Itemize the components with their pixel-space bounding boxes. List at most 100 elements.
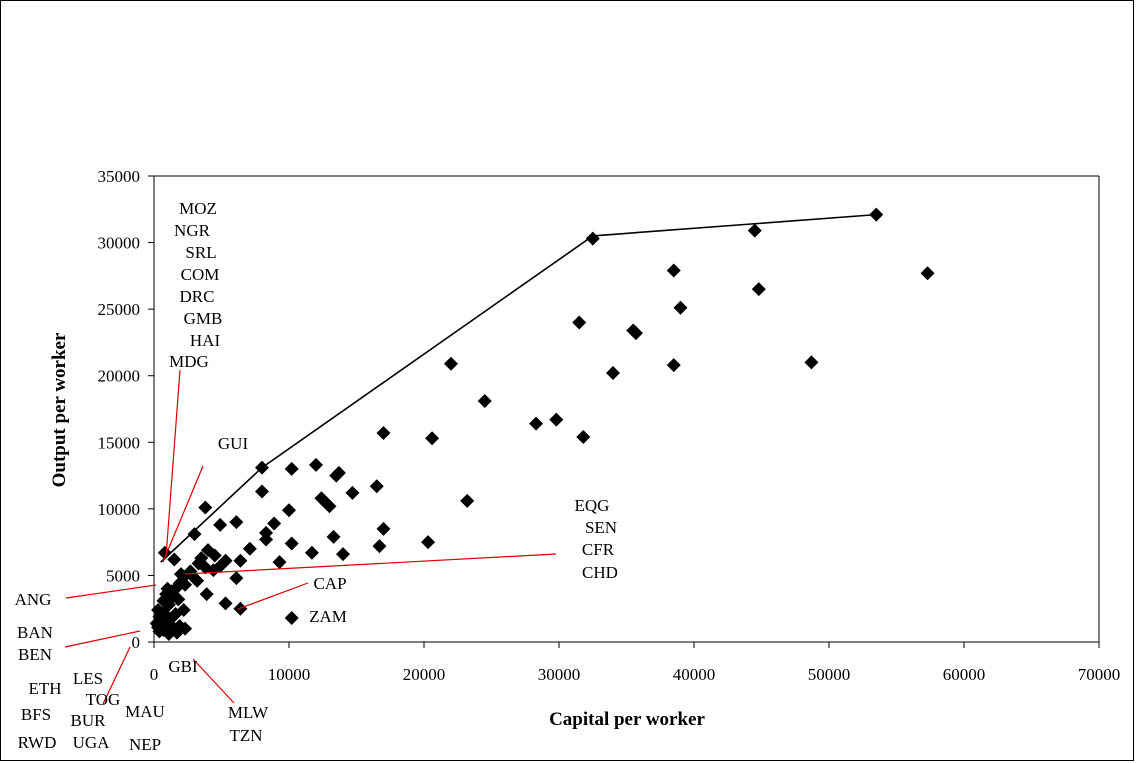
x-axis-title: Capital per worker — [549, 709, 705, 730]
country-label: MOZ — [179, 199, 217, 218]
data-point — [549, 412, 564, 427]
x-tick-label: 30000 — [538, 665, 581, 684]
data-point — [322, 499, 337, 514]
country-label: CFR — [582, 540, 615, 559]
data-point — [199, 587, 214, 602]
data-point — [673, 300, 688, 315]
data-point — [329, 468, 344, 483]
data-point — [529, 416, 544, 431]
country-label: DRC — [180, 287, 215, 306]
x-tick-label: 50000 — [808, 665, 851, 684]
data-point — [425, 431, 440, 446]
data-point — [460, 493, 475, 508]
data-point — [259, 532, 274, 547]
data-point — [376, 425, 391, 440]
data-point — [920, 266, 935, 281]
annotation-leader-line — [184, 553, 557, 575]
x-tick-label: 40000 — [673, 665, 716, 684]
y-tick-label: 20000 — [98, 367, 141, 386]
y-tick-label: 30000 — [98, 234, 141, 253]
country-label: CHD — [582, 563, 618, 582]
data-point — [444, 356, 458, 371]
data-point — [666, 358, 681, 373]
country-label: HAI — [190, 331, 221, 350]
x-tick-label: 70000 — [1078, 665, 1121, 684]
data-point — [336, 547, 350, 562]
data-point — [207, 548, 222, 563]
data-point — [171, 592, 186, 607]
data-point — [309, 457, 323, 472]
country-label: NEP — [129, 735, 161, 754]
data-point — [187, 527, 202, 542]
data-point — [628, 326, 643, 341]
annotation-leader-lines — [64, 369, 557, 705]
country-label: GBI — [168, 657, 198, 676]
frontier-group — [160, 213, 877, 563]
country-label: MLW — [228, 703, 269, 722]
annotation-leader-line — [192, 658, 235, 704]
country-label: BAN — [17, 623, 53, 642]
annotation-leader-line — [237, 582, 309, 610]
data-point — [376, 521, 391, 536]
annotation-leader-line — [165, 369, 181, 558]
annotation-labels: MOZ NGR SRL COM DRC GMB HAI MDG GUI EQG SEN CFR CHD A… — [15, 199, 618, 754]
country-label: ANG — [15, 590, 52, 609]
data-point — [572, 315, 587, 330]
country-label: CAP — [313, 574, 346, 593]
data-point — [229, 515, 244, 530]
data-points — [149, 207, 935, 642]
data-point — [345, 485, 360, 500]
y-tick-label: 0 — [132, 633, 141, 652]
data-point — [304, 545, 319, 560]
x-tick-label: 20000 — [403, 665, 446, 684]
data-point — [477, 394, 492, 409]
data-point — [206, 563, 221, 578]
country-label: LES — [73, 669, 103, 688]
data-point — [326, 529, 341, 544]
data-point — [585, 231, 600, 246]
data-point — [606, 366, 620, 381]
data-point — [255, 484, 269, 499]
data-point — [161, 627, 176, 642]
y-tick-label: 10000 — [98, 500, 141, 519]
country-label: NGR — [174, 221, 211, 240]
data-point — [747, 223, 762, 238]
data-point — [218, 596, 233, 611]
x-tick-label: 10000 — [268, 665, 311, 684]
data-point — [267, 516, 282, 531]
annotation-leader-line — [162, 465, 204, 563]
data-point — [157, 612, 172, 627]
y-tick-label: 25000 — [98, 300, 141, 319]
x-tick-label: 0 — [150, 665, 159, 684]
data-point — [213, 517, 228, 532]
country-label: MAU — [125, 702, 165, 721]
country-label: GUI — [218, 434, 249, 453]
country-label: BUR — [71, 711, 107, 730]
country-label: ETH — [28, 679, 61, 698]
annotation-leader-line — [65, 584, 157, 599]
y-tick-label: 15000 — [98, 433, 141, 452]
data-point — [666, 263, 681, 278]
data-point — [576, 429, 591, 444]
country-label: BEN — [18, 645, 52, 664]
y-axis-title: Output per worker — [49, 332, 70, 487]
data-point — [284, 461, 299, 476]
country-label: MDG — [169, 352, 209, 371]
country-label: SEN — [585, 518, 617, 537]
country-label: UGA — [73, 733, 111, 752]
country-label: ZAM — [309, 607, 347, 626]
country-label: TOG — [86, 690, 121, 709]
country-label: RWD — [18, 733, 57, 752]
data-point — [284, 611, 299, 626]
data-point — [284, 536, 299, 551]
data-point — [242, 541, 257, 556]
country-label: SRL — [185, 243, 216, 262]
x-axis-ticks: 0 10000 20000 30000 40000 50000 60000 70000 — [150, 642, 1121, 684]
data-point — [255, 460, 269, 475]
efficiency-frontier-line — [160, 213, 877, 563]
data-point — [229, 571, 244, 586]
data-point — [804, 355, 819, 370]
data-point — [372, 539, 387, 554]
